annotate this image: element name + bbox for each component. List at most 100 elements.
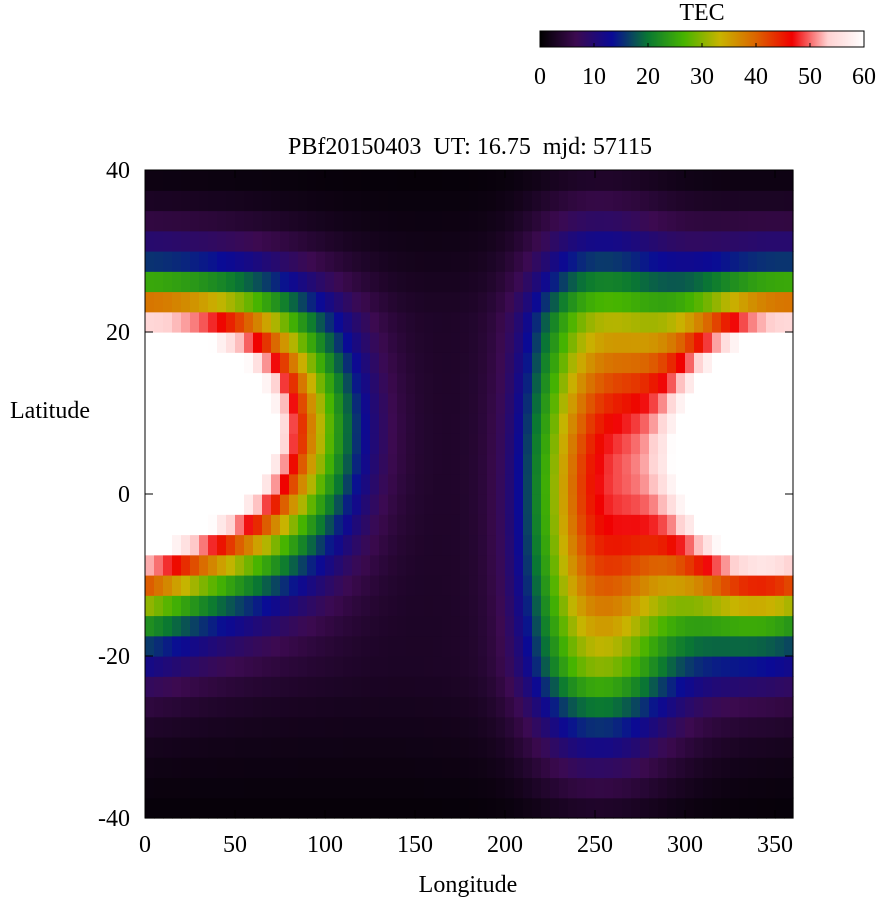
- heatmap-cell: [406, 251, 416, 272]
- heatmap-cell: [784, 170, 794, 191]
- heatmap-cell: [388, 635, 398, 657]
- heatmap-cell: [370, 514, 380, 536]
- heatmap-cell: [235, 413, 245, 434]
- heatmap-cell: [298, 656, 308, 677]
- heatmap-cell: [181, 757, 191, 779]
- heatmap-cell: [469, 676, 479, 698]
- heatmap-cell: [748, 696, 758, 718]
- heatmap-cell: [541, 676, 551, 698]
- heatmap-cell: [154, 797, 164, 819]
- heatmap-cell: [784, 656, 794, 677]
- heatmap-cell: [766, 575, 776, 596]
- heatmap-cell: [217, 575, 227, 596]
- heatmap-cell: [352, 413, 362, 434]
- heatmap-cell: [748, 190, 758, 212]
- heatmap-cell: [316, 757, 326, 779]
- heatmap-cell: [487, 251, 497, 272]
- heatmap-cell: [316, 413, 326, 434]
- heatmap-cell: [343, 797, 353, 819]
- heatmap-cell: [631, 413, 641, 434]
- heatmap-cell: [397, 291, 407, 313]
- heatmap-cell: [253, 777, 263, 799]
- heatmap-cell: [613, 453, 623, 475]
- heatmap-cell: [784, 453, 794, 475]
- heatmap-cell: [154, 494, 164, 515]
- heatmap-cell: [748, 595, 758, 617]
- heatmap-cell: [496, 413, 506, 434]
- heatmap-cell: [406, 271, 416, 293]
- heatmap-cell: [667, 656, 677, 677]
- heatmap-cell: [712, 311, 722, 333]
- heatmap-cell: [469, 534, 479, 556]
- heatmap-cell: [433, 352, 443, 374]
- heatmap-cell: [541, 777, 551, 799]
- heatmap-cell: [757, 514, 767, 536]
- heatmap-cell: [694, 453, 704, 475]
- heatmap-cell: [307, 251, 317, 272]
- heatmap-cell: [235, 514, 245, 536]
- heatmap-cell: [748, 251, 758, 272]
- heatmap-cell: [388, 291, 398, 313]
- heatmap-cell: [739, 514, 749, 536]
- heatmap-cell: [649, 554, 659, 576]
- heatmap-cell: [775, 352, 785, 374]
- heatmap-cell: [640, 473, 650, 495]
- heatmap-cell: [784, 311, 794, 333]
- heatmap-cell: [190, 372, 200, 394]
- heatmap-cell: [190, 170, 200, 191]
- heatmap-cell: [595, 575, 605, 596]
- heatmap-cell: [667, 615, 677, 637]
- heatmap-cell: [505, 332, 515, 353]
- x-tick-label: 250: [577, 832, 613, 858]
- heatmap-cell: [370, 656, 380, 677]
- heatmap-cell: [487, 635, 497, 657]
- heatmap-cell: [379, 737, 389, 758]
- heatmap-cell: [352, 352, 362, 374]
- heatmap-cell: [757, 332, 767, 353]
- heatmap-cell: [487, 291, 497, 313]
- heatmap-cell: [775, 737, 785, 758]
- heatmap-cell: [487, 554, 497, 576]
- heatmap-cell: [208, 615, 218, 637]
- heatmap-cell: [280, 453, 290, 475]
- heatmap-cell: [442, 696, 452, 718]
- heatmap-cell: [586, 210, 596, 232]
- heatmap-cell: [487, 311, 497, 333]
- heatmap-cell: [469, 291, 479, 313]
- heatmap-cell: [415, 392, 425, 414]
- heatmap-cell: [190, 210, 200, 232]
- heatmap-cell: [478, 291, 488, 313]
- heatmap-cell: [289, 190, 299, 212]
- heatmap-cell: [568, 271, 578, 293]
- heatmap-cell: [577, 210, 587, 232]
- y-tick-label: -40: [98, 806, 130, 832]
- heatmap-cell: [334, 372, 344, 394]
- heatmap-cell: [703, 433, 713, 455]
- colorbar-tick-label: 20: [636, 64, 660, 90]
- heatmap-cell: [640, 595, 650, 617]
- heatmap-cell: [595, 413, 605, 434]
- heatmap-cell: [325, 534, 335, 556]
- heatmap-cell: [460, 514, 470, 536]
- heatmap-cell: [613, 676, 623, 698]
- heatmap-cell: [514, 392, 524, 414]
- heatmap-cell: [541, 716, 551, 738]
- heatmap-cell: [631, 372, 641, 394]
- heatmap-cell: [370, 635, 380, 657]
- heatmap-cell: [739, 716, 749, 738]
- heatmap-cell: [316, 737, 326, 758]
- heatmap-cell: [226, 291, 236, 313]
- heatmap-cell: [316, 575, 326, 596]
- heatmap-cell: [334, 514, 344, 536]
- heatmap-cell: [550, 696, 560, 718]
- heatmap-cell: [397, 311, 407, 333]
- heatmap-cell: [406, 635, 416, 657]
- heatmap-cell: [280, 251, 290, 272]
- heatmap-cell: [271, 210, 281, 232]
- heatmap-cell: [703, 230, 713, 252]
- heatmap-cell: [271, 494, 281, 515]
- heatmap-cell: [352, 170, 362, 191]
- heatmap-cell: [352, 230, 362, 252]
- heatmap-cell: [253, 615, 263, 637]
- heatmap-cell: [172, 230, 182, 252]
